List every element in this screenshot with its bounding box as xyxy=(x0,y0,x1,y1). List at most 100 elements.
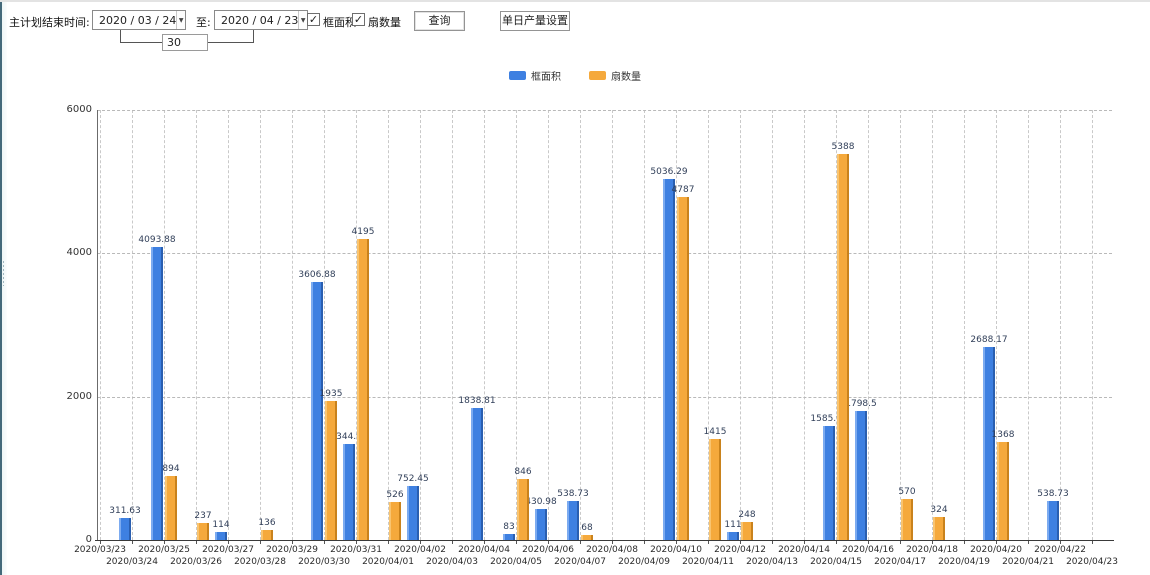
vertical-gridline xyxy=(516,110,517,540)
bar-fan-count xyxy=(581,535,593,540)
bar-fan-count xyxy=(901,499,913,540)
vertical-gridline xyxy=(740,110,741,540)
x-axis-tick xyxy=(516,540,517,544)
x-axis-tick xyxy=(932,540,933,544)
bar-value-label: 1838.81 xyxy=(458,396,496,407)
plan-end-time-label: 主计划结束时间: xyxy=(9,16,90,29)
vertical-gridline xyxy=(580,110,581,540)
x-axis-tick xyxy=(228,540,229,544)
x-axis-tick xyxy=(1092,540,1093,544)
date-to-combobox[interactable]: 2020 / 04 / 23 ▼ xyxy=(214,10,308,30)
date-to-value: 2020 / 04 / 23 xyxy=(221,13,299,27)
bar-frame-area xyxy=(119,517,131,540)
horizontal-gridline xyxy=(97,396,1112,398)
date-from-combobox[interactable]: 2020 / 03 / 24 ▼ xyxy=(92,10,186,30)
x-axis-tick xyxy=(804,540,805,544)
bar-value-label: 526 xyxy=(386,490,404,501)
x-tick-label: 2020/04/23 xyxy=(1066,557,1118,567)
vertical-gridline xyxy=(932,110,933,540)
bar-fan-count xyxy=(933,516,945,540)
bar-value-label: 1798.5 xyxy=(845,399,877,410)
x-tick-label: 2020/03/24 xyxy=(106,557,158,567)
date-from-value: 2020 / 03 / 24 xyxy=(99,13,177,27)
vertical-gridline xyxy=(196,110,197,540)
x-tick-label: 2020/04/15 xyxy=(810,557,862,567)
vertical-gridline xyxy=(996,110,997,540)
bar-value-label: 846 xyxy=(514,467,532,478)
x-axis-tick xyxy=(452,540,453,544)
bar-value-label: 5388 xyxy=(831,141,855,152)
left-panel-splitter[interactable] xyxy=(0,2,7,575)
x-tick-label: 2020/04/18 xyxy=(906,545,958,555)
x-axis-tick xyxy=(900,540,901,544)
vertical-gridline xyxy=(164,110,165,540)
fan-count-checkbox[interactable]: ✓ xyxy=(352,13,365,26)
bar-frame-area xyxy=(983,347,995,540)
splitter-grip-icon xyxy=(2,260,6,286)
x-axis-tick xyxy=(612,540,613,544)
x-tick-label: 2020/04/08 xyxy=(586,545,638,555)
vertical-gridline xyxy=(1060,110,1061,540)
bar-frame-area xyxy=(567,501,579,540)
chevron-down-icon[interactable]: ▼ xyxy=(176,11,185,29)
query-button[interactable]: 查询 xyxy=(414,11,465,31)
bracket-line-right xyxy=(253,30,254,43)
x-tick-label: 2020/04/05 xyxy=(490,557,542,567)
x-axis-tick xyxy=(292,540,293,544)
bar-value-label: 111 xyxy=(724,520,742,531)
bar-fan-count xyxy=(165,475,177,540)
bar-frame-area xyxy=(503,534,515,540)
vertical-gridline xyxy=(1092,110,1093,540)
chart-legend: 框面积 扇数量 xyxy=(0,68,1150,83)
x-tick-label: 2020/04/16 xyxy=(842,545,894,555)
bar-value-label: 5036.29 xyxy=(650,167,688,178)
vertical-gridline xyxy=(132,110,133,540)
vertical-gridline xyxy=(868,110,869,540)
bar-value-label: 538.73 xyxy=(1037,489,1069,500)
x-axis-tick xyxy=(580,540,581,544)
x-tick-label: 2020/04/07 xyxy=(554,557,606,567)
bar-value-label: 2688.17 xyxy=(970,335,1008,346)
frame-area-checkbox[interactable]: ✓ xyxy=(307,13,320,26)
x-axis-tick xyxy=(964,540,965,544)
vertical-gridline xyxy=(612,110,613,540)
vertical-gridline xyxy=(388,110,389,540)
bar-value-label: 83 xyxy=(503,522,515,533)
x-axis-tick xyxy=(868,540,869,544)
x-axis-tick xyxy=(676,540,677,544)
bar-fan-count xyxy=(741,522,753,540)
x-axis-tick xyxy=(484,540,485,544)
bar-value-label: 68 xyxy=(581,523,593,534)
bar-frame-area xyxy=(343,443,355,540)
x-axis-tick xyxy=(836,540,837,544)
bar-fan-count xyxy=(389,502,401,540)
legend-swatch-orange xyxy=(589,71,606,80)
vertical-gridline xyxy=(836,110,837,540)
bar-fan-count xyxy=(709,438,721,540)
bracket-line-left xyxy=(120,30,121,43)
x-tick-label: 2020/04/11 xyxy=(682,557,734,567)
x-axis-tick xyxy=(324,540,325,544)
daily-output-settings-button[interactable]: 单日产量设置 xyxy=(500,11,570,31)
legend-item-fan-count: 扇数量 xyxy=(589,68,641,83)
interval-days-input[interactable]: 30 xyxy=(162,34,208,51)
x-tick-label: 2020/03/29 xyxy=(266,545,318,555)
bar-frame-area xyxy=(1047,501,1059,540)
vertical-gridline xyxy=(548,110,549,540)
x-tick-label: 2020/03/28 xyxy=(234,557,286,567)
x-axis-tick xyxy=(100,540,101,544)
bar-value-label: 136 xyxy=(258,518,276,529)
bar-value-label: 570 xyxy=(898,487,916,498)
bar-fan-count xyxy=(517,479,529,540)
vertical-gridline xyxy=(804,110,805,540)
bar-value-label: 114 xyxy=(212,519,230,530)
bracket-line-right-h xyxy=(208,42,254,43)
x-axis-tick xyxy=(388,540,389,544)
chevron-down-icon[interactable]: ▼ xyxy=(298,11,307,29)
vertical-gridline xyxy=(708,110,709,540)
y-tick-label: 4000 xyxy=(66,247,92,259)
bar-value-label: 237 xyxy=(194,511,212,521)
legend-label: 扇数量 xyxy=(611,72,641,83)
bar-value-label: 430.98 xyxy=(525,497,557,508)
